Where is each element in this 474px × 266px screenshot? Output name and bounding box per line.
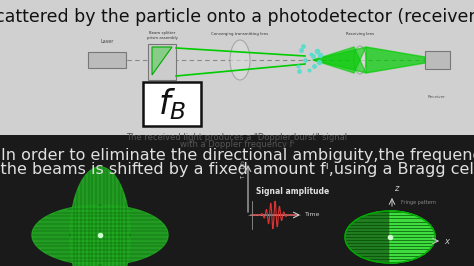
Text: with a Doppler frequency fᴵ: with a Doppler frequency fᴵ: [180, 140, 294, 149]
Bar: [0, 135, 474, 266]
Bar: [0, 0, 474, 135]
Polygon shape: [313, 47, 366, 73]
Text: Converging transmitting lens: Converging transmitting lens: [211, 32, 269, 36]
Text: T = 1/f₀: T = 1/f₀: [241, 160, 246, 179]
Polygon shape: [70, 235, 130, 266]
Text: Fringe pattern: Fringe pattern: [401, 200, 436, 205]
Text: In order to eliminate the directional ambiguity,the frequency of one: In order to eliminate the directional am…: [1, 148, 474, 163]
Text: Receiving lens: Receiving lens: [346, 32, 374, 36]
Text: Receiver: Receiver: [428, 95, 446, 99]
Text: Beam splitter
prism assembly: Beam splitter prism assembly: [146, 31, 177, 40]
Text: scattered by the particle onto a photodetector (receiver).: scattered by the particle onto a photode…: [0, 8, 474, 26]
Text: x: x: [444, 236, 449, 246]
Text: Signal amplitude: Signal amplitude: [256, 187, 329, 196]
Bar: [143, 82, 201, 126]
Text: z: z: [394, 184, 398, 193]
Text: of the beams is shifted by a fixed amount fᴵ,using a Bragg cell...: of the beams is shifted by a fixed amoun…: [0, 162, 474, 177]
Text: Laser: Laser: [100, 39, 114, 44]
Text: $f_B$: $f_B$: [158, 86, 186, 122]
Text: Time: Time: [305, 213, 320, 218]
Bar: [148, 44, 176, 80]
Polygon shape: [32, 205, 100, 265]
Polygon shape: [70, 167, 130, 235]
Polygon shape: [152, 47, 172, 75]
Polygon shape: [366, 47, 425, 73]
Text: The received light produces a "Doppler burst" signal: The received light produces a "Doppler b…: [127, 133, 347, 142]
Bar: [88, 52, 126, 68]
Polygon shape: [390, 211, 435, 263]
Polygon shape: [100, 205, 168, 265]
Ellipse shape: [354, 46, 366, 74]
Ellipse shape: [230, 40, 250, 80]
Bar: [425, 51, 450, 69]
Polygon shape: [313, 47, 366, 73]
Ellipse shape: [345, 211, 435, 263]
